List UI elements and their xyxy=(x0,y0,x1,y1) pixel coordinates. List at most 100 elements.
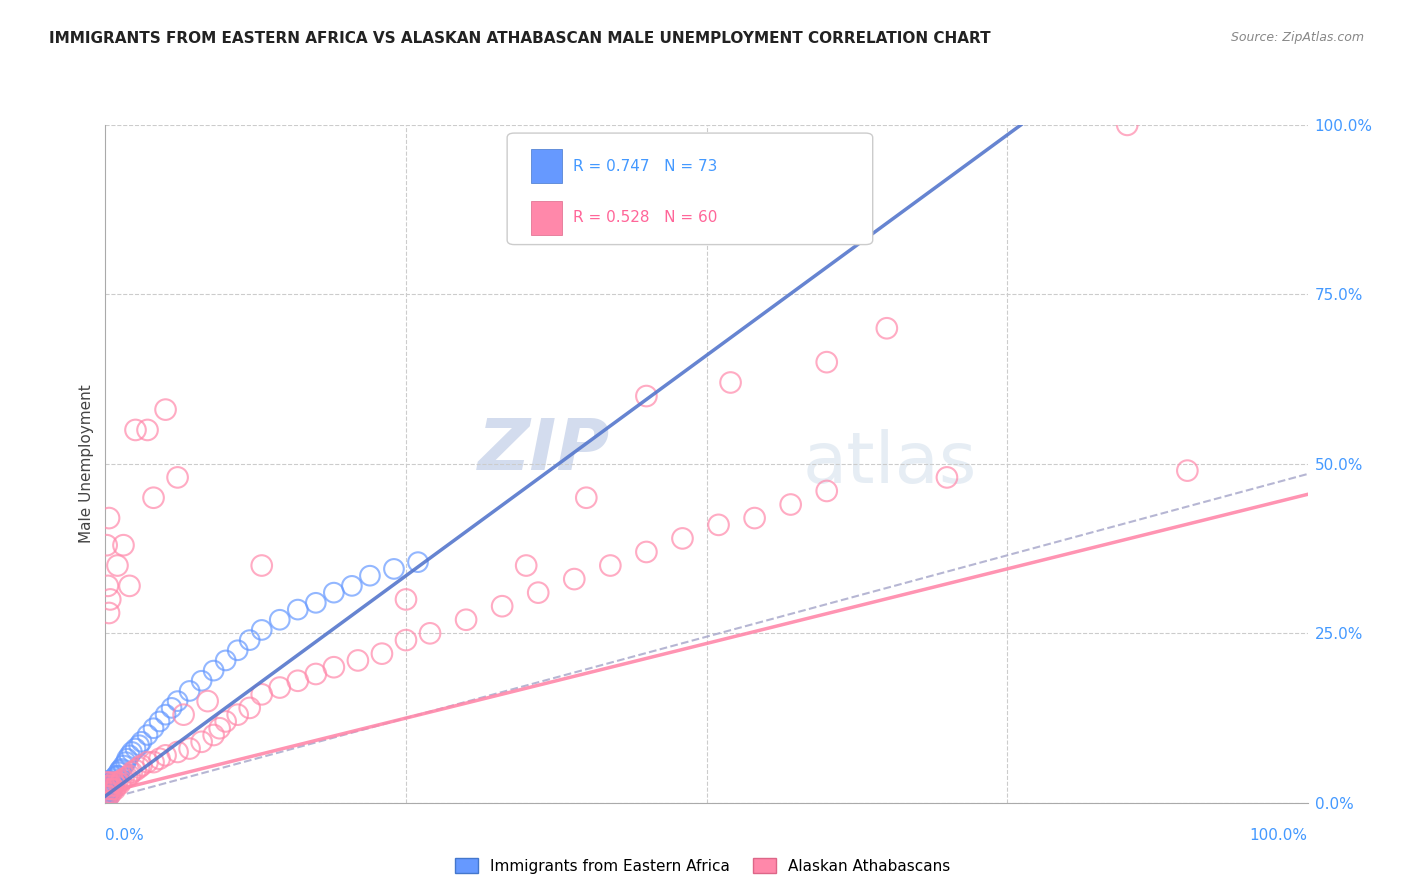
Point xyxy=(1116,118,1139,132)
Point xyxy=(104,770,127,784)
Point xyxy=(202,728,225,742)
Point xyxy=(1175,464,1198,478)
Point xyxy=(155,402,177,417)
Point xyxy=(322,660,344,674)
Point xyxy=(395,592,418,607)
Point xyxy=(197,694,219,708)
Point xyxy=(101,775,124,789)
Point xyxy=(97,775,120,789)
Point xyxy=(371,647,394,661)
Point xyxy=(108,764,131,778)
Point xyxy=(269,681,291,695)
Point xyxy=(107,765,129,780)
Point xyxy=(815,355,838,369)
Point xyxy=(155,707,177,722)
Text: R = 0.528   N = 60: R = 0.528 N = 60 xyxy=(574,210,717,225)
Point xyxy=(97,786,120,800)
Point xyxy=(322,585,344,599)
Point xyxy=(250,687,273,701)
Point xyxy=(98,782,121,797)
Point xyxy=(96,788,118,802)
Point xyxy=(173,707,195,722)
Point xyxy=(454,613,477,627)
Point xyxy=(190,735,212,749)
Point xyxy=(107,775,129,789)
Point xyxy=(98,783,121,797)
Point xyxy=(105,769,128,783)
Point xyxy=(179,684,201,698)
Text: IMMIGRANTS FROM EASTERN AFRICA VS ALASKAN ATHABASCAN MALE UNEMPLOYMENT CORRELATI: IMMIGRANTS FROM EASTERN AFRICA VS ALASKA… xyxy=(49,31,991,46)
Point xyxy=(305,596,328,610)
Point xyxy=(155,748,177,763)
Point xyxy=(98,777,121,791)
Point xyxy=(142,721,165,735)
Point xyxy=(98,786,121,800)
Text: 0.0%: 0.0% xyxy=(105,828,145,843)
Point xyxy=(214,653,236,667)
Point xyxy=(98,592,121,607)
Point xyxy=(226,707,249,722)
Point xyxy=(208,721,231,735)
Point xyxy=(104,782,127,797)
Y-axis label: Male Unemployment: Male Unemployment xyxy=(79,384,94,543)
Text: 100.0%: 100.0% xyxy=(1250,828,1308,843)
Point xyxy=(104,774,127,789)
Point xyxy=(250,623,273,637)
Point xyxy=(815,483,838,498)
Point xyxy=(124,764,146,778)
Point xyxy=(707,517,730,532)
Point xyxy=(96,538,118,552)
Point xyxy=(98,775,121,789)
Point xyxy=(96,789,118,803)
Point xyxy=(142,491,165,505)
Point xyxy=(166,694,188,708)
Point xyxy=(136,755,159,769)
Point xyxy=(97,579,120,593)
Point xyxy=(115,770,138,784)
Point xyxy=(142,755,165,769)
Point xyxy=(98,511,121,525)
Point xyxy=(96,775,118,789)
Point xyxy=(720,376,742,390)
Point xyxy=(97,779,120,793)
Point xyxy=(636,389,658,403)
Point xyxy=(97,786,120,800)
Point xyxy=(118,748,141,763)
Point xyxy=(190,673,212,688)
Legend: Immigrants from Eastern Africa, Alaskan Athabascans: Immigrants from Eastern Africa, Alaskan … xyxy=(450,852,956,880)
Point xyxy=(96,786,118,800)
Point xyxy=(239,633,262,648)
Point xyxy=(148,752,170,766)
Point xyxy=(100,786,122,800)
Point xyxy=(491,599,513,614)
Point xyxy=(96,777,118,791)
Point xyxy=(107,769,129,783)
Point xyxy=(575,491,598,505)
Point xyxy=(98,606,121,620)
Point xyxy=(98,777,121,791)
Point xyxy=(124,741,146,756)
Point xyxy=(108,777,131,791)
Point xyxy=(115,755,138,769)
Point xyxy=(96,783,118,797)
Point xyxy=(101,782,124,797)
Point xyxy=(98,789,121,803)
Point xyxy=(97,783,120,797)
Point xyxy=(287,602,309,616)
Point xyxy=(100,779,122,793)
Point xyxy=(97,790,120,805)
Point xyxy=(98,783,121,797)
Point xyxy=(97,779,120,793)
Point xyxy=(527,585,550,599)
Text: atlas: atlas xyxy=(803,429,977,499)
Point xyxy=(419,626,441,640)
Point xyxy=(112,538,135,552)
Point xyxy=(779,498,801,512)
Text: Source: ZipAtlas.com: Source: ZipAtlas.com xyxy=(1230,31,1364,45)
Point xyxy=(202,664,225,678)
Point xyxy=(103,772,125,786)
Point xyxy=(382,562,405,576)
Point xyxy=(239,701,262,715)
Point xyxy=(97,788,120,802)
Point xyxy=(131,758,153,772)
